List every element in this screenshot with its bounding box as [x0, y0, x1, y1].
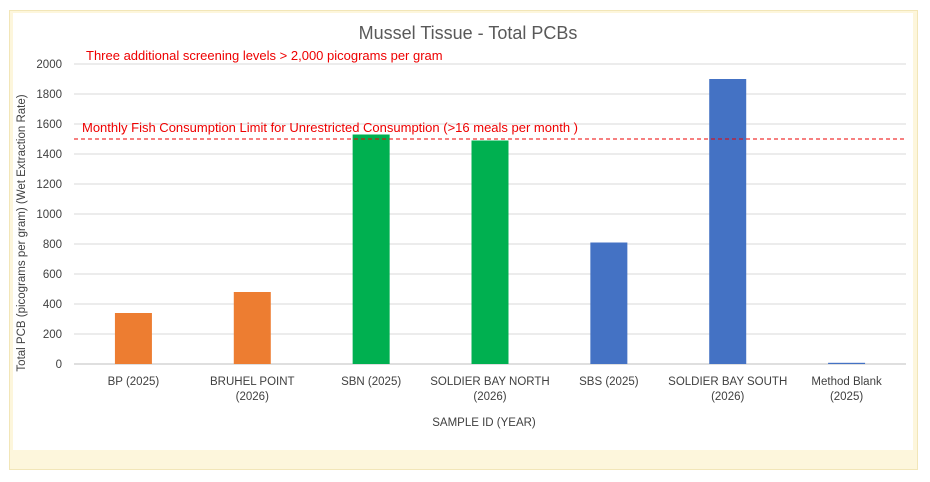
x-tick-label: SOLDIER BAY SOUTH: [668, 376, 787, 388]
y-axis-title: Total PCB (picograms per gram) (Wet Extr…: [16, 94, 28, 371]
y-tick-label: 1800: [36, 89, 62, 101]
x-tick-label: SBS (2025): [579, 376, 639, 388]
x-axis-title: SAMPLE ID (YEAR): [432, 417, 536, 429]
bar: [709, 79, 747, 364]
x-tick-label: (2025): [830, 391, 863, 403]
x-tick-label: BRUHEL POINT: [210, 376, 295, 388]
y-tick-label: 0: [56, 359, 62, 371]
x-tick-label: (2026): [236, 391, 269, 403]
chart-title: Mussel Tissue - Total PCBs: [359, 23, 578, 43]
y-tick-label: 600: [43, 269, 62, 281]
y-tick-label: 800: [43, 239, 62, 251]
y-tick-label: 400: [43, 299, 62, 311]
y-tick-label: 200: [43, 329, 62, 341]
bar: [590, 242, 628, 364]
x-tick-label: BP (2025): [108, 376, 160, 388]
bar: [471, 140, 509, 364]
bar: [114, 313, 152, 364]
x-tick-label: (2026): [711, 391, 744, 403]
bar: [352, 134, 390, 364]
x-tick-label: (2026): [473, 391, 506, 403]
x-tick-label: SOLDIER BAY NORTH: [430, 376, 550, 388]
reference-line-label: Monthly Fish Consumption Limit for Unres…: [82, 120, 578, 135]
y-tick-label: 1400: [36, 149, 62, 161]
y-tick-label: 1200: [36, 179, 62, 191]
x-tick-label: Method Blank: [811, 376, 882, 388]
y-tick-label: 1600: [36, 119, 62, 131]
bar: [828, 362, 866, 364]
x-tick-label: SBN (2025): [341, 376, 401, 388]
y-tick-label: 1000: [36, 209, 62, 221]
screening-annotation: Three additional screening levels > 2,00…: [86, 48, 443, 63]
bar: [233, 292, 271, 364]
y-tick-label: 2000: [36, 59, 62, 71]
chart-area: [13, 13, 913, 450]
